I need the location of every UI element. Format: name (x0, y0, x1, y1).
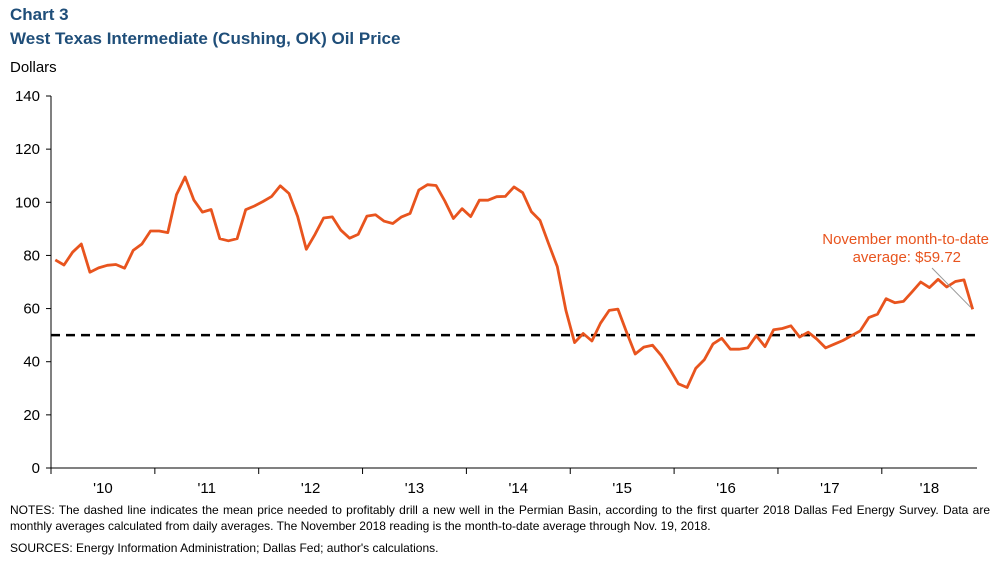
y-tick-label: 80 (23, 247, 40, 264)
chart-notes: NOTES: The dashed line indicates the mea… (10, 503, 990, 533)
y-tick-label: 120 (15, 141, 40, 158)
chart-title: West Texas Intermediate (Cushing, OK) Oi… (10, 29, 401, 48)
chart-number: Chart 3 (10, 5, 69, 24)
chart-sources: SOURCES: Energy Information Administrati… (10, 541, 439, 555)
x-tick-label: '16 (716, 480, 736, 497)
x-tick-label: '13 (405, 480, 425, 497)
y-axis-label: Dollars (10, 59, 57, 76)
y-tick-label: 0 (32, 460, 40, 477)
wti-price-series-line (54, 175, 975, 389)
y-tick-label: 20 (23, 407, 40, 424)
x-tick-label: '12 (301, 480, 321, 497)
annotation-label-line-2: average: $59.72 (853, 249, 961, 266)
y-tick-label: 60 (23, 301, 40, 318)
y-axis: 0 20 40 60 80 100 120 140 (15, 88, 51, 477)
y-tick-label: 40 (23, 354, 40, 371)
x-tick-label: '15 (612, 480, 632, 497)
y-tick-label: 100 (15, 194, 40, 211)
x-tick-label: '10 (93, 480, 113, 497)
x-tick-label: '17 (820, 480, 840, 497)
x-tick-label: '14 (509, 480, 529, 497)
annotation-leader-line (931, 267, 972, 308)
x-tick-label: '18 (920, 480, 940, 497)
line-chart: 0 20 40 60 80 100 120 140 '10 '11 '12 '13 '14 '15 '16… (15, 88, 989, 497)
annotation-label-line-1: November month-to-date (822, 231, 989, 248)
y-tick-label: 140 (15, 88, 40, 105)
x-tick-label: '11 (198, 480, 216, 497)
x-axis: '10 '11 '12 '13 '14 '15 '16 '17 '18 (50, 468, 940, 497)
